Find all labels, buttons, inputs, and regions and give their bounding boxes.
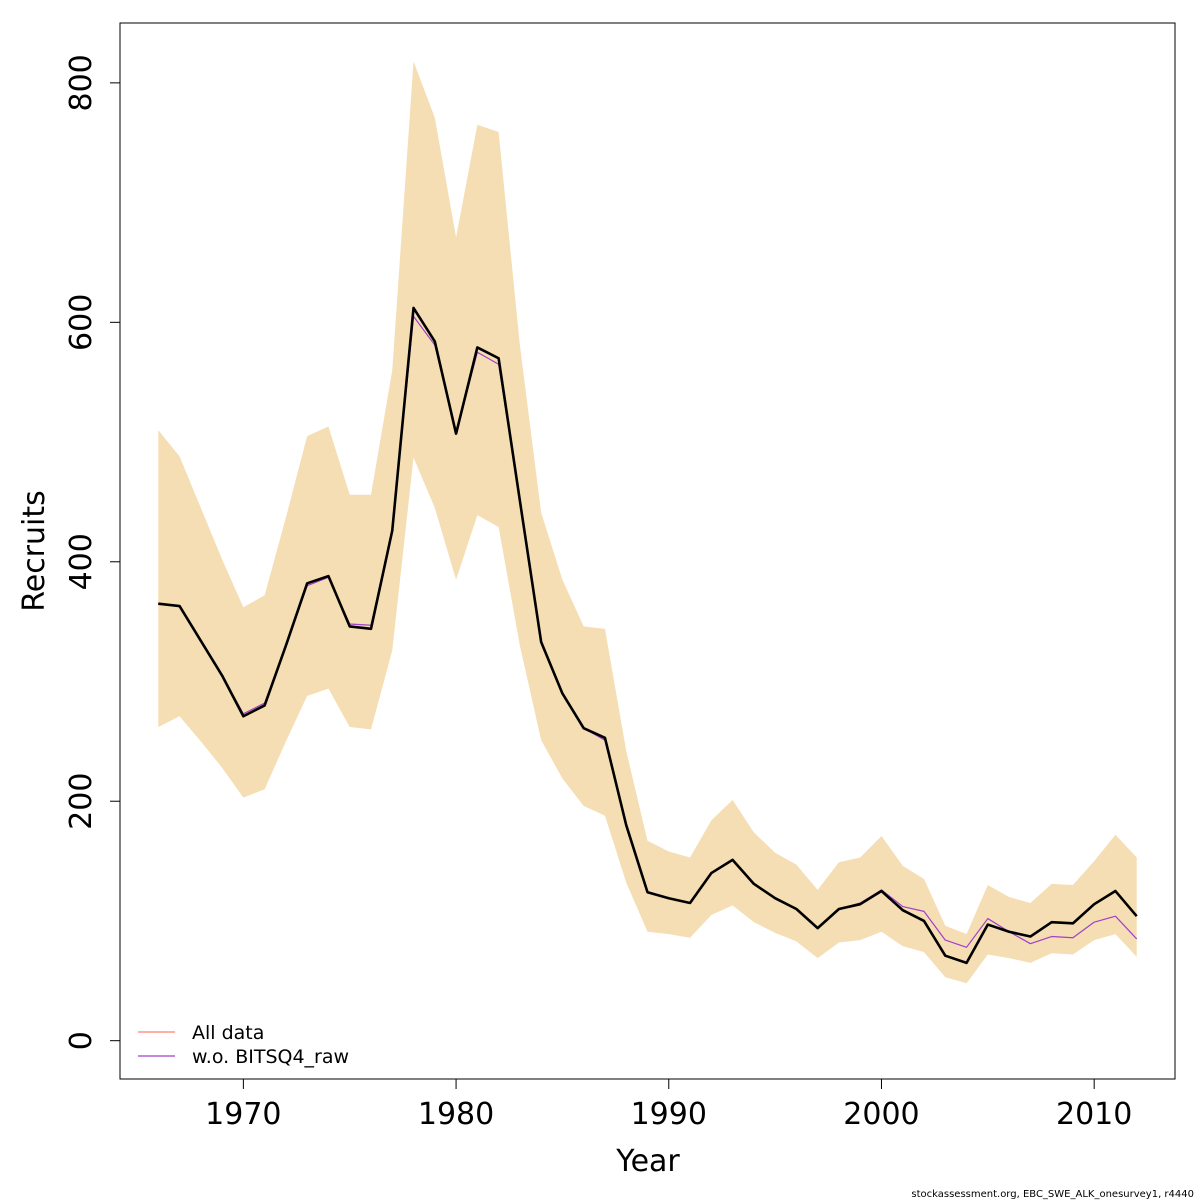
y-tick-label: 400 [64,533,99,590]
y-tick-label: 800 [64,54,99,111]
confidence-band [158,61,1137,984]
legend-label: w.o. BITSQ4_raw [192,1046,349,1068]
y-tick-label: 0 [64,1031,99,1050]
x-axis: 1970 1980 1990 2000 2010 [205,1079,1132,1132]
x-tick-label: 1980 [418,1097,494,1132]
x-tick-label: 1990 [631,1097,707,1132]
y-axis: 0 200 400 600 800 [64,54,120,1050]
x-tick-label: 2010 [1056,1097,1132,1132]
base-run-line [158,306,1138,965]
confidence-band-layer [158,61,1137,984]
x-axis-label: Year [615,1144,680,1179]
legend-label: All data [192,1022,264,1044]
footer-credit: stockassessment.org, EBC_SWE_ALK_onesurv… [911,1189,1194,1200]
y-axis-label: Recruits [17,490,52,612]
x-tick-label: 1970 [205,1097,281,1132]
y-tick-label: 200 [64,773,99,830]
plot-frame [119,22,1176,1080]
y-tick-label: 600 [64,294,99,351]
x-tick-label: 2000 [843,1097,919,1132]
series-lines-layer [158,306,1138,965]
